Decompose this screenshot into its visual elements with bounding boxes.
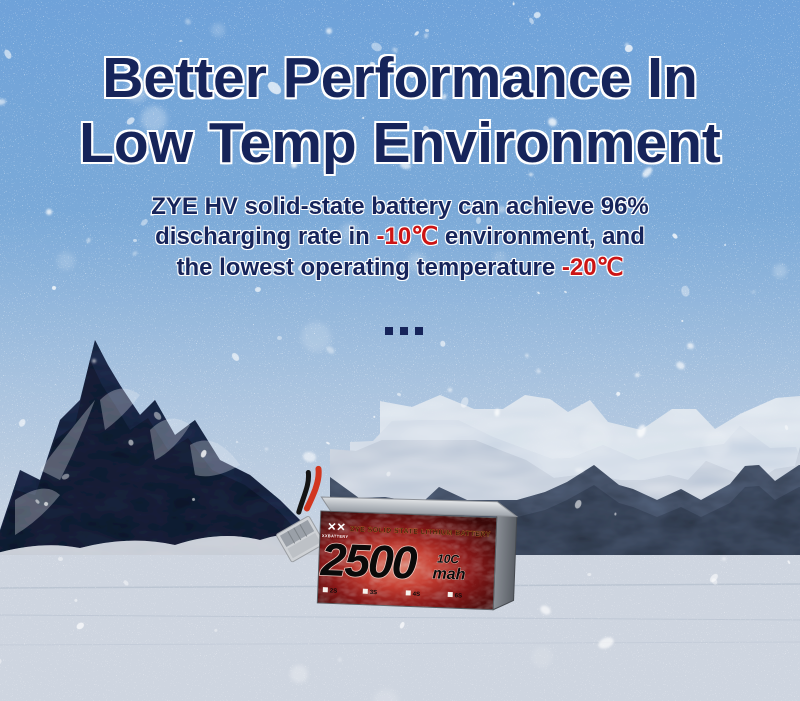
- svg-text:10C: 10C: [437, 552, 460, 567]
- svg-text:✕✕: ✕✕: [327, 521, 346, 534]
- svg-text:6S: 6S: [455, 593, 463, 599]
- svg-text:4S: 4S: [413, 592, 421, 598]
- svg-text:mah: mah: [432, 565, 466, 583]
- svg-text:3S: 3S: [370, 590, 378, 596]
- svg-text:2500: 2500: [319, 533, 419, 589]
- svg-text:2S: 2S: [330, 588, 338, 594]
